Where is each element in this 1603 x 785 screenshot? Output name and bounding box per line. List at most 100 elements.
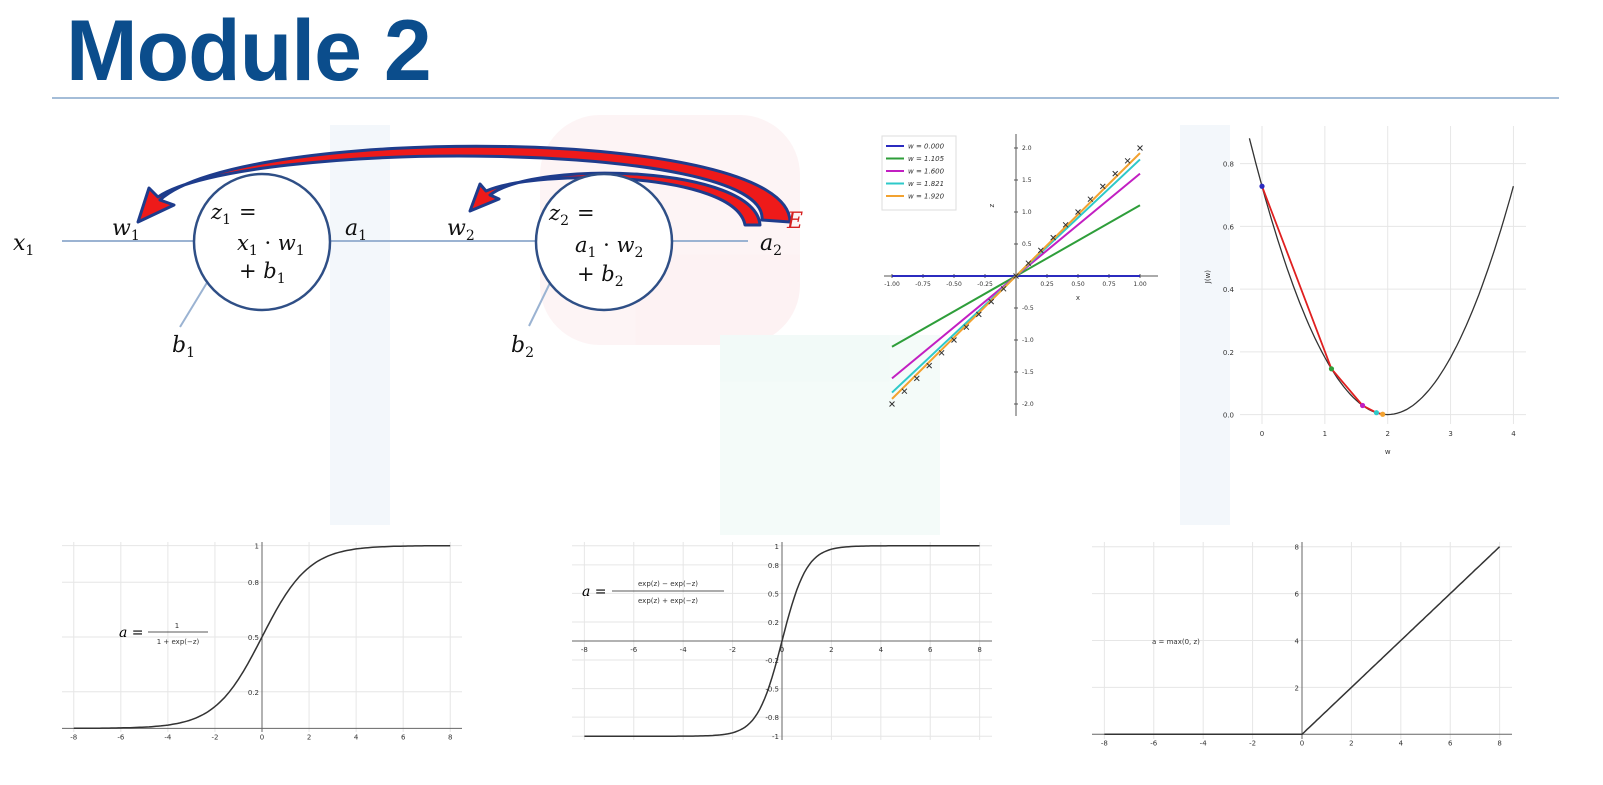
formula-numerator: 1 [175,622,179,630]
x-tick-label: 6 [401,733,406,741]
legend-entry-0: w = 0.000 [908,143,945,151]
svg-text:x1 · w1: x1 · w1 [237,231,305,259]
network-diagram: x1 w1 b1 a1 w2 b2 a2 E z1 = x1 · w1 + b1 … [13,144,803,361]
neuron-1 [192,172,332,312]
data-point [1112,170,1119,177]
y-tick-label: 1 [775,543,779,551]
y-tick-label: 0.2 [248,689,259,697]
neuron-2-equation: z2 = a1 · w2 + b2 [548,201,643,290]
data-point [1137,145,1143,151]
x-axis-label: x [1076,294,1080,302]
neuron-2 [534,172,674,312]
data-point [901,388,908,395]
x-tick-label: 4 [1399,739,1404,747]
data-point [1013,273,1019,279]
neuron-1-equation: z1 = x1 · w1 + b1 [210,200,305,287]
y-axis-label: J(w) [1204,270,1212,285]
x-tick-label: -2 [1249,739,1256,747]
x-tick-label: -8 [1101,739,1108,747]
x-tick-label: -8 [581,646,588,654]
bias2-line [528,282,551,327]
y-tick-label: 0.0 [1223,412,1234,420]
relu-formula: a = max(0, z) [1152,638,1200,646]
x-tick-label: 0 [1260,430,1264,438]
svg-text:z1=: z1 = [210,200,257,228]
y-tick-label: -0.8 [765,714,779,722]
x-tick-label: 2 [1385,430,1389,438]
legend-entry-2: w = 1.600 [908,168,945,176]
formula-numerator: exp(z) − exp(−z) [638,580,698,588]
y-tick-label: -0.5 [765,686,779,694]
descent-step-4 [1380,411,1386,417]
relu-chart: -8 -6 -4 -2 0 2 4 6 8 2 4 6 8 a = max(0, z) [1092,542,1512,747]
data-point [938,349,945,356]
y-tick-label: -1 [772,733,779,741]
label-error: E [786,209,803,234]
x-tick-label: -6 [1150,739,1158,747]
x-tick-label: 2 [307,733,311,741]
x-tick-label: -0.50 [946,281,962,288]
tanh-chart: -8 -6 -4 -2 0 2 4 6 8 -1 -0.8 -0.5 -0.2 0.2 0.5 0.8 1 a =… [572,542,992,741]
data-point [913,375,920,382]
descent-step-1 [1328,366,1335,372]
data-point [1025,260,1032,267]
x-tick-label: -4 [164,733,172,741]
y-tick-label: -0.2 [765,657,779,665]
x-tick-label: -4 [1200,739,1208,747]
formula-denominator: exp(z) + exp(−z) [638,597,698,605]
legend-entry-1: w = 1.105 [908,155,945,163]
data-point [1099,183,1106,190]
x-tick-label: 0 [780,646,784,654]
sigmoid-chart: -8 -6 -4 -2 0 2 4 6 8 0.2 0.5 0.8 1 a = 1 1 + exp(−z) [62,542,462,741]
data-point [1124,157,1131,164]
y-tick-label: -2.0 [1022,401,1034,408]
y-tick-label: 1.5 [1022,177,1032,184]
x-tick-label: 1 [1323,430,1327,438]
legend-box [881,135,957,211]
y-tick-label: 0.5 [1022,241,1032,248]
descent-step-0 [1259,183,1265,189]
data-point [951,337,957,343]
x-tick-label: -6 [630,646,638,654]
data-point [889,401,895,407]
y-tick-label: 2 [1295,684,1299,692]
x-tick-label: 1.00 [1133,281,1147,288]
x-tick-label: 2 [1349,739,1353,747]
y-tick-label: 4 [1295,638,1300,646]
svg-text:a1 · w2: a1 · w2 [575,233,643,261]
data-point [975,311,982,318]
descent-step-2 [1359,402,1366,409]
x-tick-label: -4 [680,646,688,654]
sigmoid-curve [73,544,451,730]
y-tick-label: 0.2 [1223,349,1234,357]
formula-lhs: a = [582,584,607,600]
tanh-formula: a = exp(z) − exp(−z) exp(z) + exp(−z) [582,580,724,605]
label-a2: a2 [760,231,782,259]
data-point [1000,285,1007,292]
y-tick-label: 1 [255,543,259,551]
title-divider [52,97,1559,99]
x-tick-label: 6 [928,646,933,654]
x-tick-label: 0 [260,733,264,741]
y-tick-label: 0.5 [768,590,779,598]
x-tick-label: 2 [829,646,833,654]
x-tick-label: -0.25 [977,281,993,288]
label-x1: x1 [13,231,34,259]
x-tick-label: 6 [1448,739,1453,747]
x-tick-label: 0 [1300,739,1304,747]
x-tick-label: -6 [117,733,125,741]
bias1-line [179,280,209,328]
svg-text:+ b1: + b1 [239,259,286,287]
y-tick-label: 0.5 [248,634,259,642]
slide-title: Module 2 [66,3,432,99]
label-b1: b1 [172,333,195,361]
sigmoid-formula: a = 1 1 + exp(−z) [119,622,208,646]
data-point [988,298,995,305]
backprop-arrow-short [468,171,762,227]
x-axis-label: w [1385,448,1391,456]
legend-entry-3: w = 1.821 [908,180,944,188]
svg-text:+ b2: + b2 [577,262,624,290]
x-tick-label: 8 [448,733,452,741]
descent-path [1261,185,1383,416]
x-tick-label: -2 [729,646,736,654]
